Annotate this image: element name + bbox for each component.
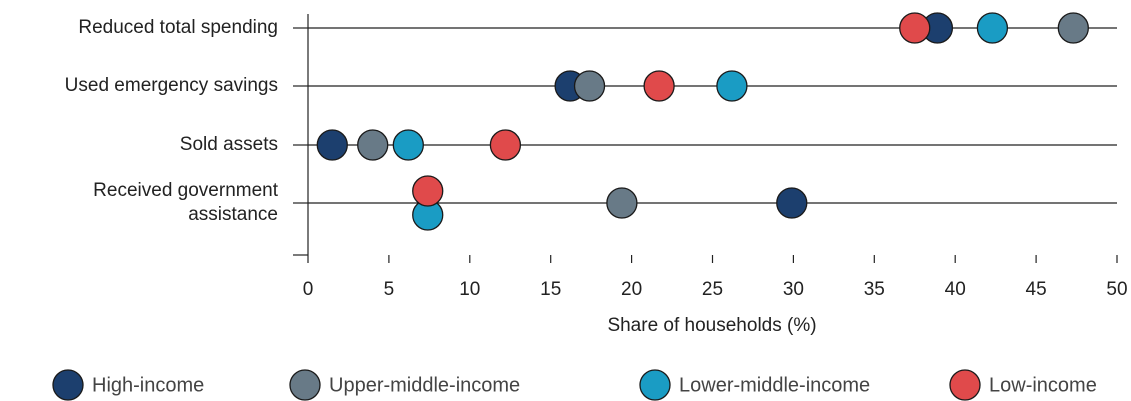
dot bbox=[412, 175, 444, 207]
x-tick-label: 25 bbox=[702, 279, 723, 300]
x-tick-label: 10 bbox=[459, 279, 480, 300]
category-label: Reduced total spending bbox=[78, 17, 278, 38]
legend-label: Low-income bbox=[989, 374, 1097, 396]
dot bbox=[716, 70, 748, 102]
x-tick-label: 30 bbox=[783, 279, 804, 300]
legend-swatch bbox=[639, 369, 671, 401]
x-tick-label: 15 bbox=[540, 279, 561, 300]
category-label: Received government assistance bbox=[93, 180, 278, 225]
legend-swatch bbox=[949, 369, 981, 401]
x-tick-label: 40 bbox=[945, 279, 966, 300]
x-tick-label: 35 bbox=[864, 279, 885, 300]
legend-swatch bbox=[52, 369, 84, 401]
legend-label: High-income bbox=[92, 374, 204, 396]
x-axis-title: Share of households (%) bbox=[607, 315, 816, 336]
dot bbox=[1057, 12, 1089, 44]
legend-label: Upper-middle-income bbox=[329, 374, 520, 396]
dot bbox=[392, 129, 424, 161]
legend-label: Lower-middle-income bbox=[679, 374, 870, 396]
dot bbox=[573, 70, 606, 102]
x-tick-label: 45 bbox=[1026, 279, 1047, 300]
dot bbox=[489, 129, 522, 161]
dot bbox=[776, 187, 808, 219]
dot bbox=[976, 12, 1009, 44]
x-tick-label: 20 bbox=[621, 279, 642, 300]
dot bbox=[899, 12, 931, 44]
x-tick-label: 0 bbox=[303, 279, 314, 300]
dot bbox=[357, 129, 389, 161]
x-tick-label: 5 bbox=[384, 279, 395, 300]
category-label: Sold assets bbox=[179, 134, 278, 155]
dot bbox=[316, 129, 348, 161]
legend-swatch bbox=[289, 369, 321, 401]
dot bbox=[606, 187, 638, 219]
category-label: Used emergency savings bbox=[64, 75, 278, 96]
dot bbox=[643, 70, 675, 102]
x-tick-label: 50 bbox=[1106, 279, 1127, 300]
